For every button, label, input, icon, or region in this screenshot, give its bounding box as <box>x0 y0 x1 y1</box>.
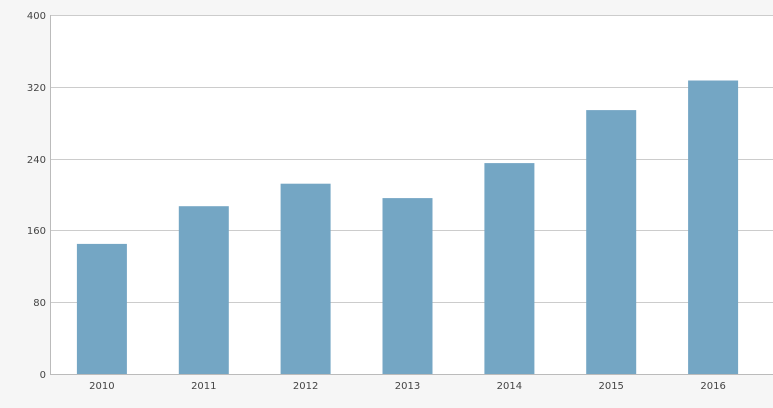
x-axis-tick-labels: 2010 2011 2012 2013 2014 2015 2016 <box>89 381 726 392</box>
y-tick-label: 0 <box>40 370 46 381</box>
bar-2012 <box>280 183 331 374</box>
x-tick-label: 2015 <box>598 381 623 392</box>
axes <box>50 15 773 375</box>
bars <box>76 80 739 374</box>
x-tick-label: 2011 <box>191 381 216 392</box>
y-tick-label: 400 <box>27 11 46 22</box>
x-tick-label: 2010 <box>89 381 114 392</box>
x-tick-label: 2012 <box>293 381 318 392</box>
y-tick-label: 160 <box>27 226 46 237</box>
y-tick-label: 320 <box>27 83 46 94</box>
bar-2011 <box>178 206 229 374</box>
x-tick-label: 2014 <box>497 381 522 392</box>
x-tick-label: 2016 <box>700 381 725 392</box>
y-tick-label: 240 <box>27 155 46 166</box>
y-tick-label: 80 <box>33 298 46 309</box>
bar-2010 <box>76 243 127 374</box>
x-tick-label: 2013 <box>395 381 420 392</box>
y-axis-tick-labels: 0 80 160 240 320 400 <box>27 11 46 381</box>
bar-2016 <box>688 80 739 374</box>
bar-2014 <box>484 163 535 374</box>
bar-2013 <box>382 198 433 374</box>
bar-2015 <box>586 110 637 374</box>
